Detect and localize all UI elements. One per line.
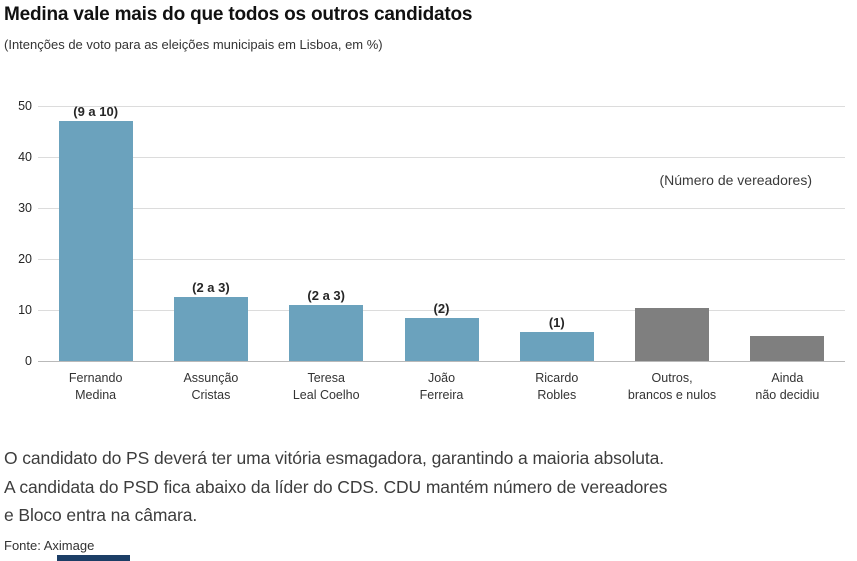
y-tick-label-50: 50: [18, 99, 32, 113]
annotation-vereadores: (Número de vereadores): [659, 172, 812, 188]
bar-6: [635, 307, 710, 361]
x-tick-label-3: Teresa Leal Coelho: [292, 371, 360, 402]
bar-label-1: (9 a 10): [73, 104, 119, 120]
bar-4: [404, 317, 479, 361]
x-axis-baseline: [38, 361, 845, 362]
y-tick-label-10: 10: [18, 303, 32, 317]
y-tick-label-30: 30: [18, 201, 32, 215]
gridline-10: [38, 310, 845, 311]
bar-label-3: (2 a 3): [307, 287, 345, 303]
bar-2: [173, 296, 248, 361]
bar-label-2: (2 a 3): [192, 279, 230, 295]
gridline-30: [38, 208, 845, 209]
bar-label-4: (2): [433, 300, 450, 316]
chart-subtitle: (Intenções de voto para as eleições muni…: [4, 37, 383, 52]
footer-logo-bar: [57, 555, 130, 561]
bar-5: [519, 332, 594, 361]
gridline-40: [38, 157, 845, 158]
y-tick-label-0: 0: [25, 354, 32, 368]
x-tick-label-5: Ricardo Robles: [535, 371, 579, 402]
y-tick-label-20: 20: [18, 252, 32, 266]
gridline-50: [38, 106, 845, 107]
x-tick-label-4: João Ferreira: [419, 371, 464, 402]
bar-label-5: (1): [548, 315, 565, 331]
bar-3: [289, 304, 364, 361]
chart-commentary: O candidato do PS deverá ter uma vitória…: [4, 448, 668, 526]
gridline-20: [38, 259, 845, 260]
plot-area: 0 10 20 30 40 50 (9 a 10) (2 a 3) (2 a 3) (2) (1) (…: [18, 99, 845, 368]
x-tick-label-6: Outros, brancos e nulos: [627, 371, 717, 402]
x-tick-label-2: Assunção Cristas: [183, 371, 239, 402]
bar-7: [750, 335, 825, 361]
y-tick-label-40: 40: [18, 150, 32, 164]
chart-title: Medina vale mais do que todos os outros …: [4, 4, 473, 25]
x-tick-label-7: Ainda não decidiu: [755, 371, 820, 402]
source-credit: Fonte: Aximage: [4, 538, 95, 553]
x-tick-label-1: Fernando Medina: [68, 371, 123, 402]
bar-1: [58, 121, 133, 361]
bar-chart: 0 10 20 30 40 50 (9 a 10) (2 a 3) (2 a 3) (2) (1) (…: [0, 98, 857, 418]
